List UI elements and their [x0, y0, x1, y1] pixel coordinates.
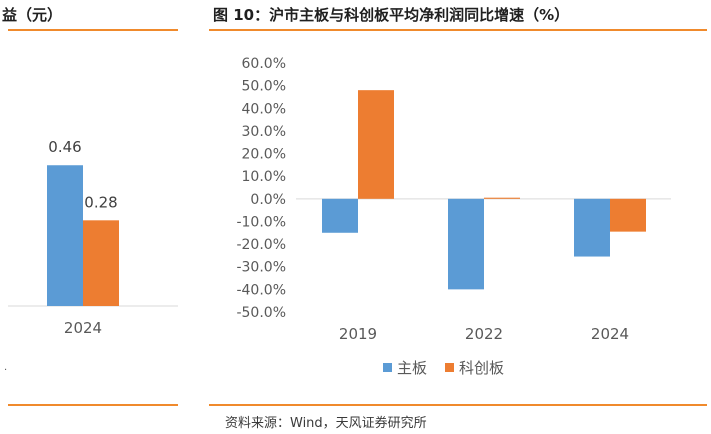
bar-star-market-2022 — [484, 197, 520, 199]
y-tick-label: -50.0% — [236, 305, 286, 321]
left-data-label: 0.28 — [84, 193, 117, 211]
legend-label: 科创板 — [459, 359, 504, 377]
y-tick-label: -10.0% — [236, 214, 286, 230]
right-footer-divider — [209, 404, 707, 406]
y-tick-label: 10.0% — [242, 169, 286, 185]
left-data-label: 0.46 — [48, 138, 81, 156]
y-tick-label: 30.0% — [242, 124, 286, 140]
legend-label: 主板 — [397, 359, 427, 377]
y-tick-label: 40.0% — [242, 101, 286, 117]
bar-main-board-2024 — [574, 198, 610, 257]
y-tick-label: -30.0% — [236, 260, 286, 276]
left-title-divider — [8, 29, 178, 31]
stray-mark: . — [4, 362, 8, 373]
y-tick-label: -20.0% — [236, 237, 286, 253]
left-chart-title: 益（元） — [2, 6, 63, 24]
legend-swatch-main-board — [383, 363, 392, 372]
bar-main-board-2022 — [448, 198, 484, 290]
x-tick-label: 2024 — [591, 325, 629, 343]
left-bar-star-market — [83, 220, 119, 306]
y-tick-label: 50.0% — [242, 79, 286, 95]
bar-star-market-2019 — [358, 90, 394, 199]
y-tick-label: 60.0% — [242, 56, 286, 72]
y-tick-label: 0.0% — [250, 192, 286, 208]
bar-main-board-2019 — [322, 198, 358, 233]
x-tick-label: 2022 — [465, 325, 503, 343]
y-tick-label: 20.0% — [242, 147, 286, 163]
left-bar-main-board — [47, 165, 83, 306]
bar-star-market-2024 — [610, 198, 646, 232]
right-chart-title: 图 10：沪市主板与科创板平均净利润同比增速（%） — [213, 6, 570, 24]
x-tick-label: 2019 — [339, 325, 377, 343]
y-tick-label: -40.0% — [236, 282, 286, 298]
right-title-divider — [209, 29, 707, 31]
left-footer-divider — [8, 404, 178, 406]
left-x-tick-label: 2024 — [64, 319, 102, 337]
legend-swatch-star-market — [445, 363, 454, 372]
source-note: 资料来源：Wind，天风证券研究所 — [225, 416, 427, 431]
